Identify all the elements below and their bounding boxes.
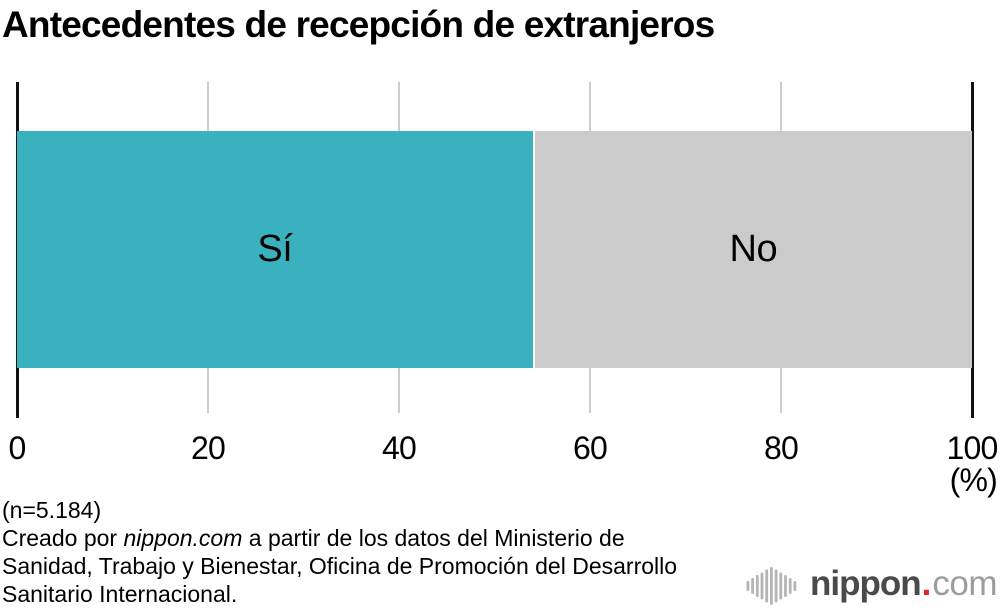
credit-line: Sanitario Internacional. [2,581,238,607]
nippon-logo-text: nippon.com [810,565,997,603]
nippon-logo: nippon.com [746,562,997,606]
bar-segment-label: Sí [257,228,293,270]
sample-size-label: (n=5.184) [2,497,102,523]
plot-area: Sí No 0 20 40 60 80 100 [9,82,998,466]
credit-line: Creado por nippon.com a partir de los da… [2,525,625,551]
x-tick-label: 0 [8,430,27,466]
x-tick-label: 80 [764,430,799,466]
logo-red-dot: . [921,564,932,603]
x-tick-label: 60 [573,430,608,466]
logo-word-com: com [932,564,997,603]
bar-segment-label: No [729,228,778,270]
x-tick-label: 20 [191,430,226,466]
credit-text: Creado por nippon.com a partir de los da… [2,524,747,608]
x-tick-label: 100 [946,430,999,466]
axis-line [970,82,974,418]
credit-line: Sanidad, Trabajo y Bienestar, Oficina de… [2,553,678,579]
chart-title: Antecedentes de recepción de extranjeros [2,4,715,45]
footnote: (n=5.184) Creado por nippon.com a partir… [2,496,747,608]
bar-segment-no: No [534,131,972,368]
bar-segment-sí: Sí [17,131,535,368]
axis-unit-label: (%) [949,462,998,498]
x-tick-label: 40 [382,430,417,466]
soundwave-logo-icon [746,567,797,605]
logo-word-nippon: nippon [810,564,922,603]
stacked-bar: Sí No [17,131,972,368]
